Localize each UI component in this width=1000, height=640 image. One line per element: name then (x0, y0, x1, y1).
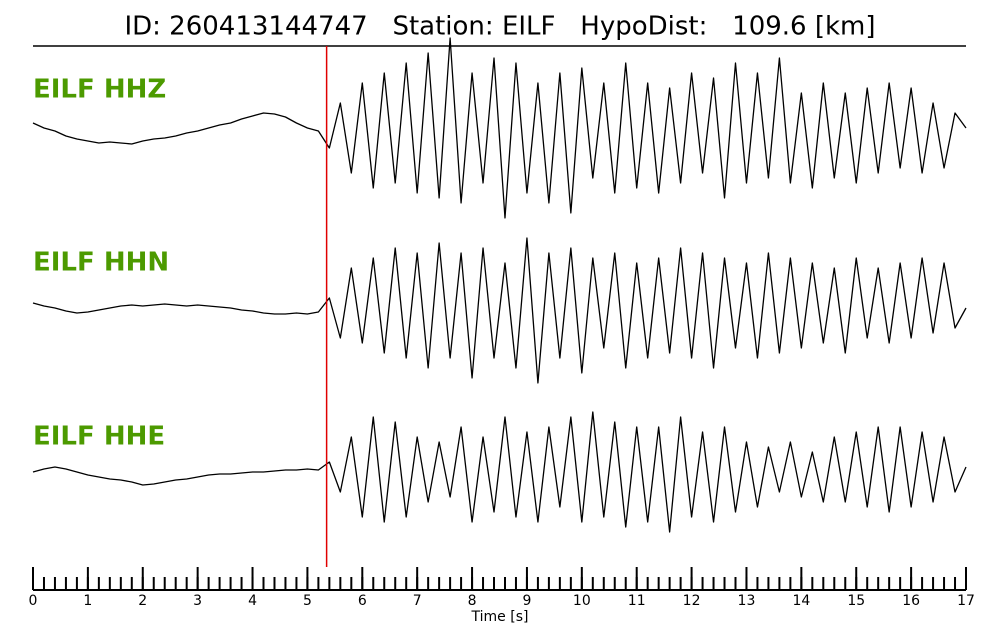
x-tick-label: 0 (29, 593, 38, 609)
x-tick-label: 7 (413, 593, 422, 609)
x-tick-label: 15 (847, 593, 865, 609)
x-tick-label: 8 (468, 593, 477, 609)
x-tick-label: 16 (902, 593, 920, 609)
x-tick-label: 12 (683, 593, 701, 609)
waveform-trace (32, 237, 967, 384)
waveform-trace (32, 37, 967, 219)
trace-label: EILF HHN (33, 248, 169, 278)
x-tick-label: 4 (248, 593, 257, 609)
x-tick-label: 3 (193, 593, 202, 609)
x-tick-label: 1 (83, 593, 92, 609)
x-tick-label: 11 (628, 593, 646, 609)
trace-label: EILF HHE (33, 422, 165, 452)
x-tick-label: 17 (957, 593, 975, 609)
x-tick-label: 2 (138, 593, 147, 609)
x-tick-label: 5 (303, 593, 312, 609)
x-tick-label: 10 (573, 593, 591, 609)
trace-label: EILF HHZ (33, 75, 166, 105)
x-tick-label: 14 (792, 593, 810, 609)
chart-title: ID: 260413144747 Station: EILF HypoDist:… (124, 12, 875, 42)
x-tick-label: 6 (358, 593, 367, 609)
x-tick-label: 13 (738, 593, 756, 609)
waveform-trace (32, 411, 967, 533)
x-tick-label: 9 (522, 593, 531, 609)
x-axis-label: Time [s] (471, 609, 529, 625)
